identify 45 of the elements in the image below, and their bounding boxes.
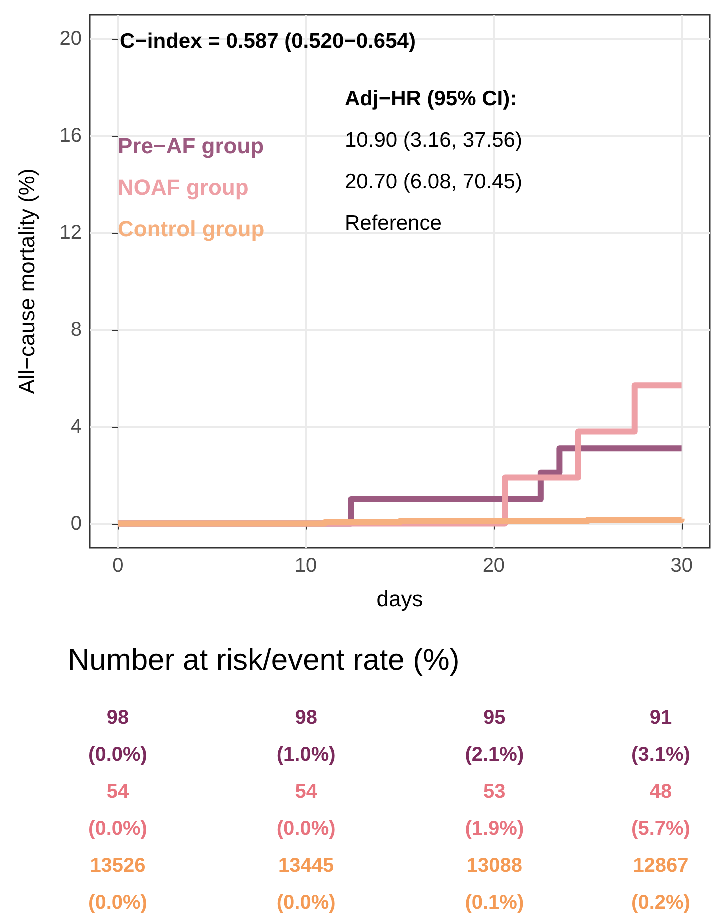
text: 91 [648, 706, 674, 731]
text: 13445 [278, 854, 336, 879]
text: (1.0%) [276, 743, 337, 768]
text: (0.0%) [88, 743, 148, 768]
text: (0.0%) [88, 891, 148, 916]
text: NOAF group [118, 175, 249, 200]
y-tick-label: 16 [60, 125, 82, 148]
text: Number at risk/event rate (%) [68, 644, 460, 678]
text: Pre−AF group [118, 134, 264, 158]
text: (5.7%) [630, 817, 692, 842]
y-tick-label: 12 [60, 222, 82, 244]
x-axis-title: days [376, 586, 424, 612]
y-tick-label: 8 [70, 318, 82, 341]
x-tick-label: 10 [294, 555, 318, 577]
text: 13088 [466, 854, 524, 879]
text: 53 [482, 780, 507, 805]
text: 98 [106, 706, 130, 731]
text: 54 [106, 780, 130, 805]
annotation: C−index = 0.587 (0.520−0.654) [120, 30, 416, 53]
text: 12867 [632, 854, 690, 879]
annotation: 20.70 (6.08, 70.45) [345, 170, 522, 194]
annotation: Adj−HR (95% CI): [345, 88, 518, 110]
text: 48 [648, 780, 674, 805]
text: (0.0%) [276, 891, 337, 916]
text: (0.1%) [464, 891, 526, 916]
x-tick-label: 30 [670, 555, 693, 577]
text: (3.1%) [630, 743, 692, 768]
y-axis-title: All−cause mortality (%) [14, 168, 40, 394]
y-tick-label: 0 [70, 512, 82, 535]
x-tick-label: 0 [112, 555, 124, 577]
text: (1.9%) [464, 817, 526, 842]
text: (0.0%) [88, 817, 148, 842]
text: 54 [294, 780, 318, 805]
text: Control group [118, 216, 265, 242]
annotation: 10.90 (3.16, 37.56) [345, 129, 522, 152]
y-tick-label: 4 [70, 416, 82, 438]
text: 98 [294, 706, 318, 731]
text: (2.1%) [464, 743, 526, 768]
annotation: Reference [345, 212, 442, 235]
x-tick-label: 20 [482, 555, 506, 577]
text: (0.2%) [630, 891, 692, 916]
text: 13526 [89, 854, 147, 879]
text: (0.0%) [276, 817, 337, 842]
y-tick-label: 20 [60, 28, 82, 50]
text: 95 [482, 706, 507, 731]
